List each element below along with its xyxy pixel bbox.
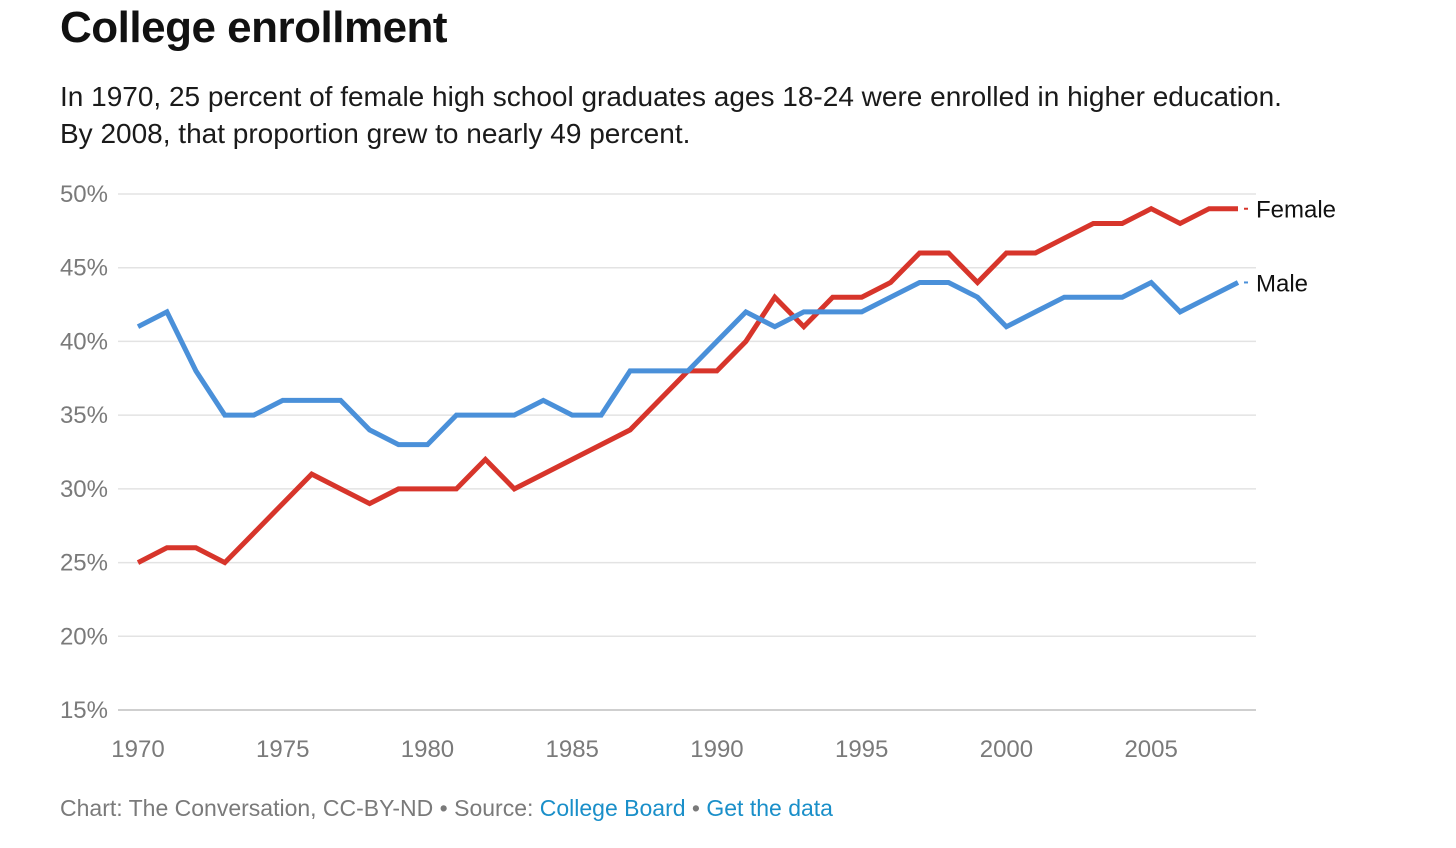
chart-footer: Chart: The Conversation, CC-BY-ND • Sour… — [60, 795, 833, 822]
x-tick-label: 1970 — [111, 736, 164, 763]
series-label-male: Male — [1256, 270, 1308, 297]
y-tick-label: 45% — [60, 255, 108, 282]
footer-separator: • — [691, 795, 700, 821]
y-tick-label: 20% — [60, 623, 108, 650]
y-tick-label: 40% — [60, 328, 108, 355]
x-tick-label: 2005 — [1124, 736, 1177, 763]
x-tick-label: 1980 — [401, 736, 454, 763]
series-line-female — [136, 205, 1238, 566]
series-line-male — [136, 279, 1240, 448]
x-tick-label: 2000 — [980, 736, 1033, 763]
y-tick-label: 30% — [60, 476, 108, 503]
chart-title: College enrollment — [60, 3, 448, 52]
y-tick-label: 15% — [60, 697, 108, 724]
footer-separator: • — [439, 795, 448, 821]
source-link[interactable]: College Board — [539, 795, 686, 821]
x-tick-label: 1985 — [546, 736, 599, 763]
get-the-data-link[interactable]: Get the data — [706, 795, 833, 821]
footer-credit: Chart: The Conversation, CC-BY-ND — [60, 795, 434, 821]
y-tick-label: 50% — [60, 181, 108, 208]
y-tick-label: 25% — [60, 550, 108, 577]
y-tick-label: 35% — [60, 402, 108, 429]
x-tick-label: 1975 — [256, 736, 309, 763]
line-chart: 15% 20% 25% 30% 35% 40% 45% 50% 1970 1975 1980 1985… — [60, 181, 1336, 763]
chart-subtitle: In 1970, 25 percent of female high schoo… — [60, 81, 1282, 149]
x-tick-label: 1995 — [835, 736, 888, 763]
footer-source-prefix: Source: — [454, 795, 534, 821]
x-tick-label: 1990 — [690, 736, 743, 763]
series-label-female: Female — [1256, 197, 1336, 224]
